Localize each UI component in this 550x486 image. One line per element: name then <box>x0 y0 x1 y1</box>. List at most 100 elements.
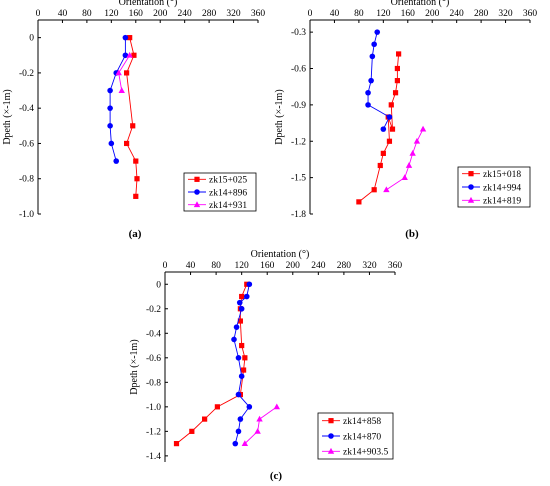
data-point <box>246 281 253 288</box>
data-point <box>374 29 381 35</box>
x-tick-label: 160 <box>260 261 275 271</box>
panel-caption: (a) <box>129 228 142 240</box>
x-tick-label: 280 <box>202 9 217 19</box>
data-point <box>238 305 245 312</box>
data-point <box>365 102 371 108</box>
series-zk14+819 <box>383 125 427 193</box>
x-tick-label: 240 <box>178 9 193 19</box>
data-point <box>328 433 334 439</box>
data-point <box>241 440 249 447</box>
data-point <box>243 293 250 300</box>
y-tick-label: 0 <box>156 280 161 290</box>
y-tick-label: -0.4 <box>146 329 161 339</box>
data-point <box>386 114 393 120</box>
series-line <box>176 284 248 444</box>
data-point <box>371 41 377 48</box>
data-point <box>133 158 139 164</box>
x-tick-label: 120 <box>376 9 391 19</box>
chart-panel-c: 0 40 80 120 160 200 240 280 320 360 0 -0.2 -0.4 -0.6 -… <box>129 249 402 482</box>
data-point <box>130 123 136 129</box>
data-point <box>388 102 394 108</box>
data-point <box>356 199 362 205</box>
data-point <box>232 440 239 447</box>
legend-label: zk14+931 <box>209 201 247 211</box>
legend-label: zk14+819 <box>483 197 521 207</box>
legend-label: zk14+903.5 <box>343 448 388 458</box>
x-tick-label: 320 <box>226 9 241 19</box>
data-point <box>124 70 130 76</box>
data-point <box>273 403 281 410</box>
x-tick-label: 280 <box>474 9 489 19</box>
panel-caption: (b) <box>405 228 419 240</box>
data-point <box>392 90 399 96</box>
legend-label: zk15+018 <box>483 170 521 180</box>
data-point <box>202 416 208 422</box>
data-point <box>413 137 421 144</box>
data-point <box>107 105 113 111</box>
x-tick-label: 160 <box>129 9 144 19</box>
data-point <box>233 324 240 330</box>
legend: zk15+018 zk14+994 zk14+819 <box>457 166 531 208</box>
data-point <box>389 126 396 132</box>
series-zk14+870 <box>231 281 253 447</box>
data-point <box>239 342 245 349</box>
legend: zk14+858 zk14+870 zk14+903.5 <box>317 412 394 460</box>
data-point <box>235 428 242 435</box>
legend-label: zk14+870 <box>343 432 381 442</box>
y-tick-label: -0.6 <box>19 139 34 149</box>
y-tick-label: -1.5 <box>291 174 306 184</box>
y-tick-label: -0.3 <box>291 28 306 38</box>
series-zk15+025 <box>124 35 140 199</box>
data-point <box>134 176 140 182</box>
x-tick-label: 40 <box>58 9 68 19</box>
data-point <box>386 138 393 144</box>
data-point <box>246 404 253 410</box>
data-point <box>127 35 133 41</box>
data-point <box>383 186 390 193</box>
legend: zk15+025 zk14+896 zk14+931 <box>183 172 257 212</box>
data-point <box>468 171 474 177</box>
data-point <box>236 299 243 306</box>
series-zk14+994 <box>365 29 393 132</box>
data-point <box>254 427 261 434</box>
x-axis-label: Orientation (°) <box>251 249 310 260</box>
data-point <box>189 428 195 434</box>
data-point <box>214 404 220 410</box>
data-point <box>107 87 113 94</box>
y-tick-label: -0.8 <box>19 175 34 185</box>
x-axis-label: Orientation (°) <box>391 0 450 8</box>
data-point <box>467 196 475 203</box>
x-tick-label: 360 <box>251 9 266 19</box>
data-point <box>122 52 129 59</box>
data-point <box>377 162 383 169</box>
data-point <box>419 125 427 132</box>
y-tick-label: -0.4 <box>19 104 34 114</box>
y-axis-label: Dpeth (×-1m) <box>129 339 140 394</box>
x-tick-label: 120 <box>235 261 250 271</box>
x-tick-label: 240 <box>450 9 465 19</box>
series-zk14+858 <box>173 281 250 447</box>
x-tick-label: 280 <box>337 261 352 271</box>
data-point <box>126 51 133 58</box>
data-point <box>380 126 387 132</box>
y-tick-label: 0 <box>29 34 34 44</box>
data-point <box>365 89 371 96</box>
x-tick-label: 120 <box>104 9 119 19</box>
y-axis-label: Dpeth (×-1m) <box>2 89 13 144</box>
x-tick-label: 80 <box>211 261 221 271</box>
x-tick-label: 160 <box>401 9 416 19</box>
data-point <box>380 150 386 156</box>
x-tick-label: 200 <box>286 261 301 271</box>
y-tick-label: -0.2 <box>146 305 161 315</box>
data-point <box>242 355 248 361</box>
data-point <box>194 176 200 182</box>
data-point <box>231 336 237 343</box>
y-tick-label: -0.6 <box>291 65 306 75</box>
data-point <box>409 149 416 156</box>
data-point <box>327 447 335 454</box>
x-tick-label: 200 <box>153 9 168 19</box>
x-tick-label: 80 <box>82 9 92 19</box>
data-point <box>173 441 180 447</box>
chart-panel-b: 0 40 80 120 160 200 240 280 320 360 -0.3 -0.6 -0.9 -1… <box>274 0 537 240</box>
